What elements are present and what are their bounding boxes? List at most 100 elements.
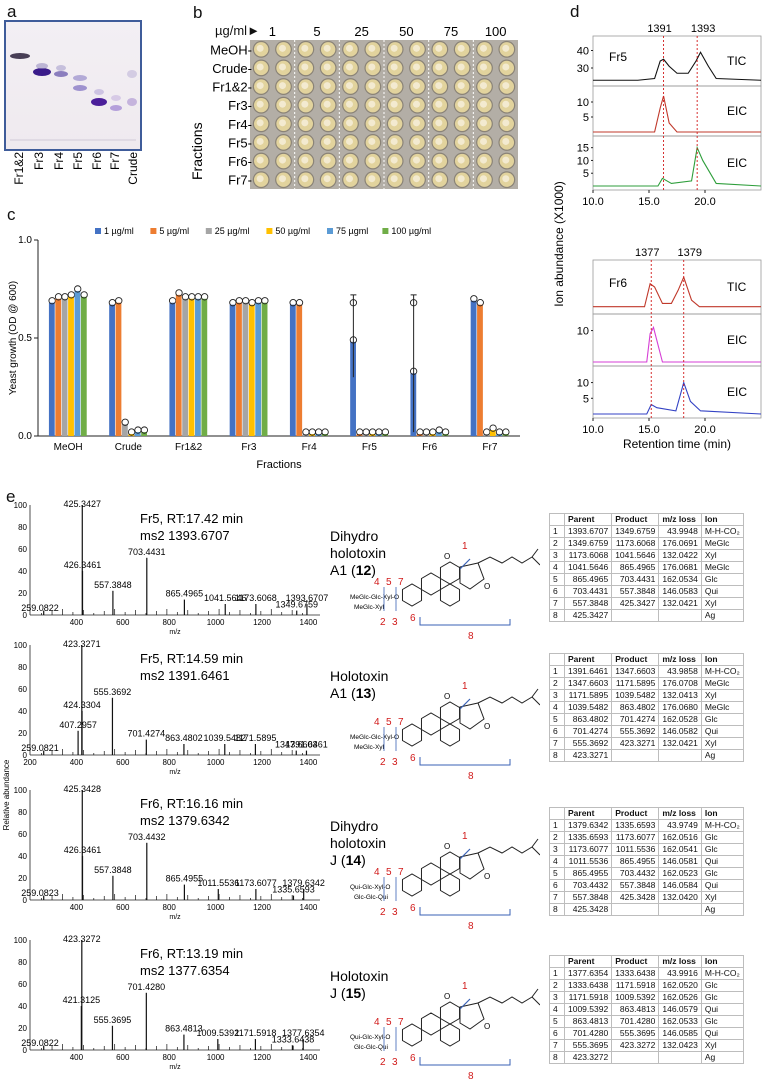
peak-label: 259.0822 (21, 603, 59, 613)
bar (141, 432, 147, 436)
legend-label: 5 µg/ml (159, 226, 189, 236)
table-cell: 1173.6068 (563, 549, 613, 562)
tlc-spot (94, 89, 104, 95)
x-tick-label: 1400 (300, 618, 318, 627)
trace-name: EIC (727, 385, 747, 399)
well-highlight (323, 44, 331, 52)
well-highlight (256, 100, 264, 108)
chromatogram-trace (593, 145, 762, 187)
y-axis-label: Yeast growth (OD @ 600) (8, 281, 19, 395)
table-cell: 863.4802 (563, 713, 613, 726)
table-header: Ion (700, 807, 744, 820)
well-highlight (256, 156, 264, 164)
well-highlight (390, 156, 398, 164)
well-highlight (279, 156, 286, 164)
sugar-chain: MeGlc-Xyl (354, 604, 385, 611)
table-cell: 146.0582 (658, 725, 702, 738)
x-tick-label: 1200 (253, 1053, 271, 1062)
table-cell: Qui (700, 1027, 744, 1040)
tlc-spot (10, 53, 30, 59)
x-axis-label: m/z (169, 914, 181, 921)
table-row: 5 863.4802 701.4274 162.0528 Glc (549, 713, 744, 726)
table-cell: 6 (549, 585, 565, 598)
well-highlight (457, 156, 465, 164)
fragment-table: Parent Product m/z loss Ion 1 1377.6354 1333.6… (549, 955, 744, 1064)
well-highlight (457, 44, 465, 52)
x-axis-label: Fractions (256, 459, 302, 471)
table-cell: Glc (700, 991, 744, 1004)
fraction-label: Fr5 (609, 50, 627, 64)
data-point (200, 293, 209, 301)
conc-header: µg/ml► (215, 23, 260, 38)
bar (477, 304, 483, 436)
table-cell: 4 (549, 701, 565, 714)
table-cell: Qui (700, 879, 744, 892)
x-tick-label: 400 (70, 903, 84, 912)
conc-label: 75 (444, 24, 458, 39)
data-point (489, 424, 497, 432)
table-cell: 43.9858 (658, 665, 702, 678)
cleavage-number: 8 (468, 1071, 474, 1082)
table-row: 2 1347.6603 1171.5895 176.0708 MeGlc (549, 677, 744, 690)
table-cell: 132.0420 (658, 891, 702, 904)
peak-label: 1347.6603 (275, 740, 318, 750)
table-cell: M-H-CO₂ (700, 665, 744, 678)
table-cell (658, 1051, 702, 1064)
table-row: 1 1393.6707 1349.6759 43.9948 M-H-CO₂ (549, 525, 744, 538)
y-tick-label: 5 (583, 168, 589, 180)
table-cell: 3 (549, 689, 565, 702)
table-cell: 703.4431 (611, 573, 660, 586)
cleavage-number: 3 (392, 757, 398, 768)
x-tick-label: 1000 (207, 758, 225, 767)
bar (68, 296, 74, 436)
table-cell: 3 (549, 549, 565, 562)
table-cell: 7 (549, 1039, 565, 1052)
table-cell: 132.0421 (658, 737, 702, 750)
well-highlight (301, 82, 309, 90)
fragment-bracket (419, 757, 511, 766)
table-cell: 5 (549, 573, 565, 586)
fragment-bracket (419, 907, 511, 916)
cleavage-number: 2 (380, 907, 386, 918)
table-header: Product (611, 955, 660, 968)
cleavage-number: 1 (462, 981, 468, 992)
table-cell: 1333.6438 (563, 979, 613, 992)
conc-label: 50 (399, 24, 413, 39)
panel-label-d: d (570, 2, 580, 21)
well-highlight (480, 100, 487, 108)
well-highlight (435, 175, 443, 183)
y-tick-label: 60 (18, 980, 27, 989)
fragment-bracket (419, 1057, 511, 1066)
legend-label: 100 µg/ml (391, 226, 431, 236)
table-cell: 8 (549, 903, 565, 916)
well-highlight (323, 119, 331, 127)
peak-label: 1173.6068 (235, 593, 277, 603)
side-chain (477, 996, 533, 1004)
x-tick-label: 800 (163, 903, 177, 912)
well-highlight (301, 63, 309, 71)
y-tick-label: 0 (23, 751, 28, 760)
table-cell: M-H-CO₂ (700, 819, 744, 832)
table-cell: 5 (549, 1015, 565, 1028)
table-cell: Glc (700, 979, 744, 992)
x-tick-label: 400 (70, 618, 84, 627)
tlc-spot (127, 98, 137, 106)
bar (489, 430, 496, 436)
well-highlight (256, 175, 264, 183)
well-highlight (435, 137, 443, 145)
table-cell: 6 (549, 725, 565, 738)
peak-label: 1379.6342 (282, 878, 325, 888)
bar (134, 432, 141, 436)
table-cell: 1 (549, 525, 565, 538)
table-cell: 176.0681 (658, 561, 702, 574)
cleavage-number: 4 (374, 577, 380, 588)
well-highlight (502, 44, 510, 52)
table-cell: 557.3848 (611, 585, 660, 598)
compound-name: Dihydro (330, 528, 378, 544)
bar (242, 302, 249, 436)
well-highlight (480, 82, 487, 90)
table-cell: 162.0533 (658, 1015, 702, 1028)
table-row: 4 1009.5392 863.4813 146.0579 Qui (549, 1003, 744, 1016)
well-highlight (346, 82, 353, 90)
y-tick-label: 60 (18, 830, 27, 839)
